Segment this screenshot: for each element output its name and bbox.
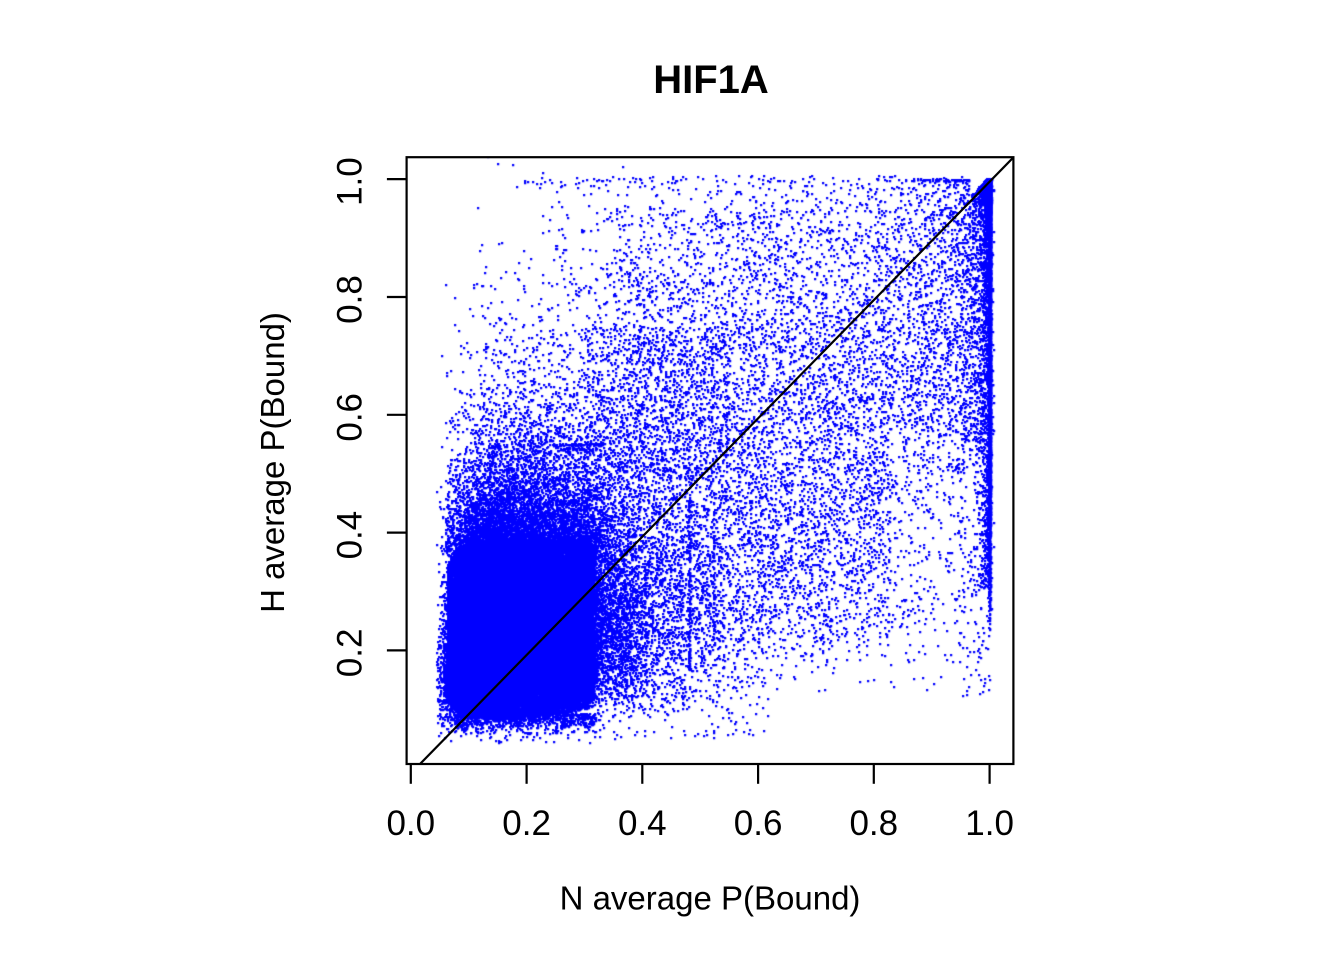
svg-text:0.2: 0.2 [502, 804, 551, 843]
svg-text:0.6: 0.6 [330, 393, 369, 442]
svg-text:1.0: 1.0 [965, 804, 1014, 843]
svg-text:0.4: 0.4 [330, 511, 369, 560]
svg-text:0.6: 0.6 [734, 804, 783, 843]
svg-text:N average P(Bound): N average P(Bound) [560, 880, 861, 917]
svg-text:0.8: 0.8 [330, 275, 369, 324]
svg-text:0.0: 0.0 [386, 804, 435, 843]
svg-text:1.0: 1.0 [330, 157, 369, 206]
svg-text:H average P(Bound): H average P(Bound) [254, 312, 291, 613]
svg-text:0.8: 0.8 [849, 804, 898, 843]
svg-text:0.4: 0.4 [618, 804, 667, 843]
svg-text:HIF1A: HIF1A [653, 58, 769, 102]
svg-text:0.2: 0.2 [330, 629, 369, 678]
